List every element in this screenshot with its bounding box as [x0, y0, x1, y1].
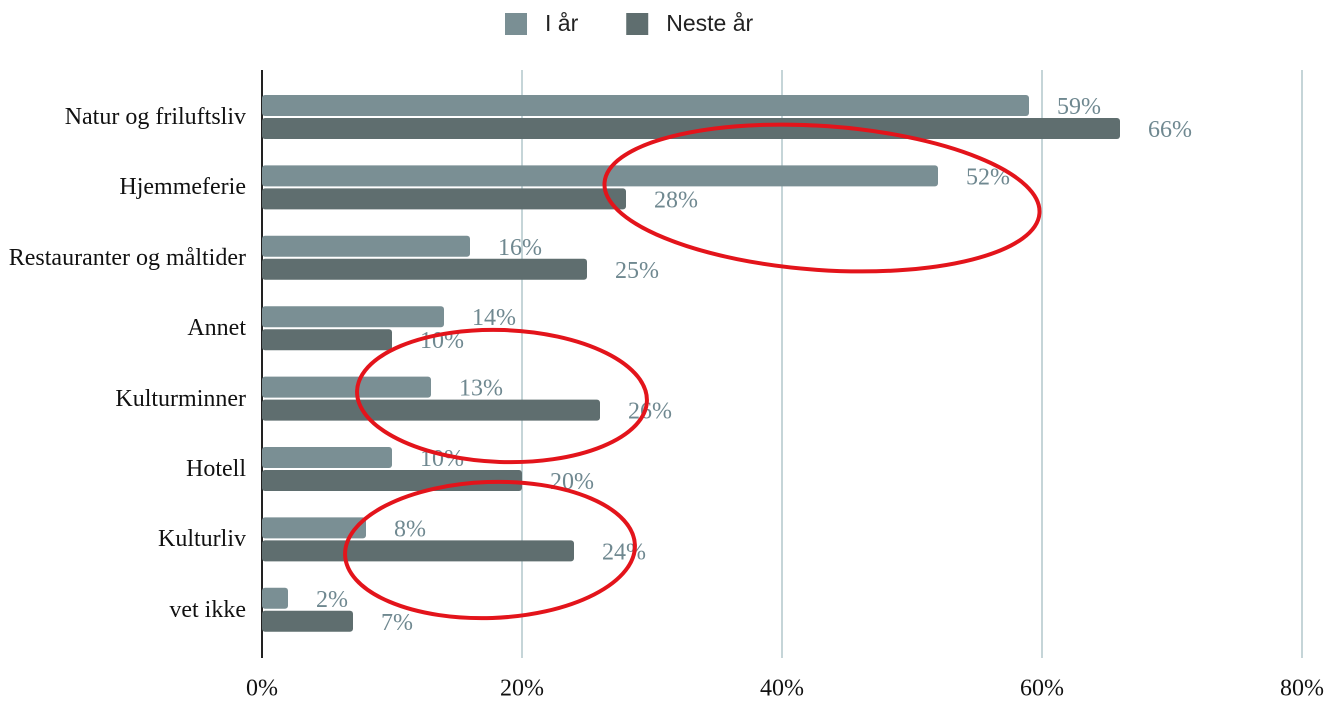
bar	[262, 376, 431, 398]
annotation-circle	[343, 479, 637, 621]
value-label: 16%	[498, 235, 542, 261]
category-label: Natur og friluftsliv	[64, 104, 246, 130]
legend-label: I år	[545, 10, 579, 36]
bar	[262, 258, 587, 280]
bar	[262, 306, 444, 328]
value-label: 59%	[1057, 94, 1101, 120]
legend-label: Neste år	[666, 10, 753, 36]
x-tick-label: 20%	[500, 676, 544, 702]
value-label: 26%	[628, 399, 672, 425]
value-label: 14%	[472, 305, 516, 331]
category-label: Restauranter og måltider	[8, 244, 246, 271]
category-label: Hotell	[186, 456, 246, 482]
bar	[262, 188, 626, 210]
bar	[262, 95, 1029, 116]
x-tick-label: 0%	[246, 676, 278, 702]
legend-swatch	[505, 13, 527, 35]
category-label: Kulturminner	[115, 385, 246, 412]
bar	[262, 517, 366, 539]
value-label: 13%	[459, 376, 503, 402]
x-tick-label: 60%	[1020, 676, 1064, 702]
bar	[262, 399, 600, 421]
bar	[262, 587, 288, 609]
value-label: 7%	[381, 610, 413, 636]
value-label: 66%	[1148, 117, 1192, 143]
bar	[262, 235, 470, 257]
value-label: 8%	[394, 516, 426, 542]
x-tick-label: 80%	[1280, 676, 1324, 702]
bar	[262, 447, 392, 468]
x-tick-label: 40%	[760, 676, 804, 702]
annotation-circle	[355, 327, 649, 465]
category-label: Annet	[187, 315, 246, 342]
bar	[262, 165, 938, 187]
value-label: 24%	[602, 539, 646, 565]
bar	[262, 329, 392, 351]
legend-swatch	[626, 13, 649, 35]
bar	[262, 610, 353, 632]
bar	[262, 118, 1120, 139]
value-label: 25%	[615, 258, 659, 284]
category-label: vet ikke	[169, 596, 246, 623]
bar	[262, 540, 574, 562]
category-label: Hjemmeferie	[119, 174, 246, 201]
category-label: Kulturliv	[158, 526, 246, 553]
value-label: 2%	[316, 587, 348, 613]
value-label: 28%	[654, 187, 698, 213]
annotation-circle	[602, 122, 1042, 274]
